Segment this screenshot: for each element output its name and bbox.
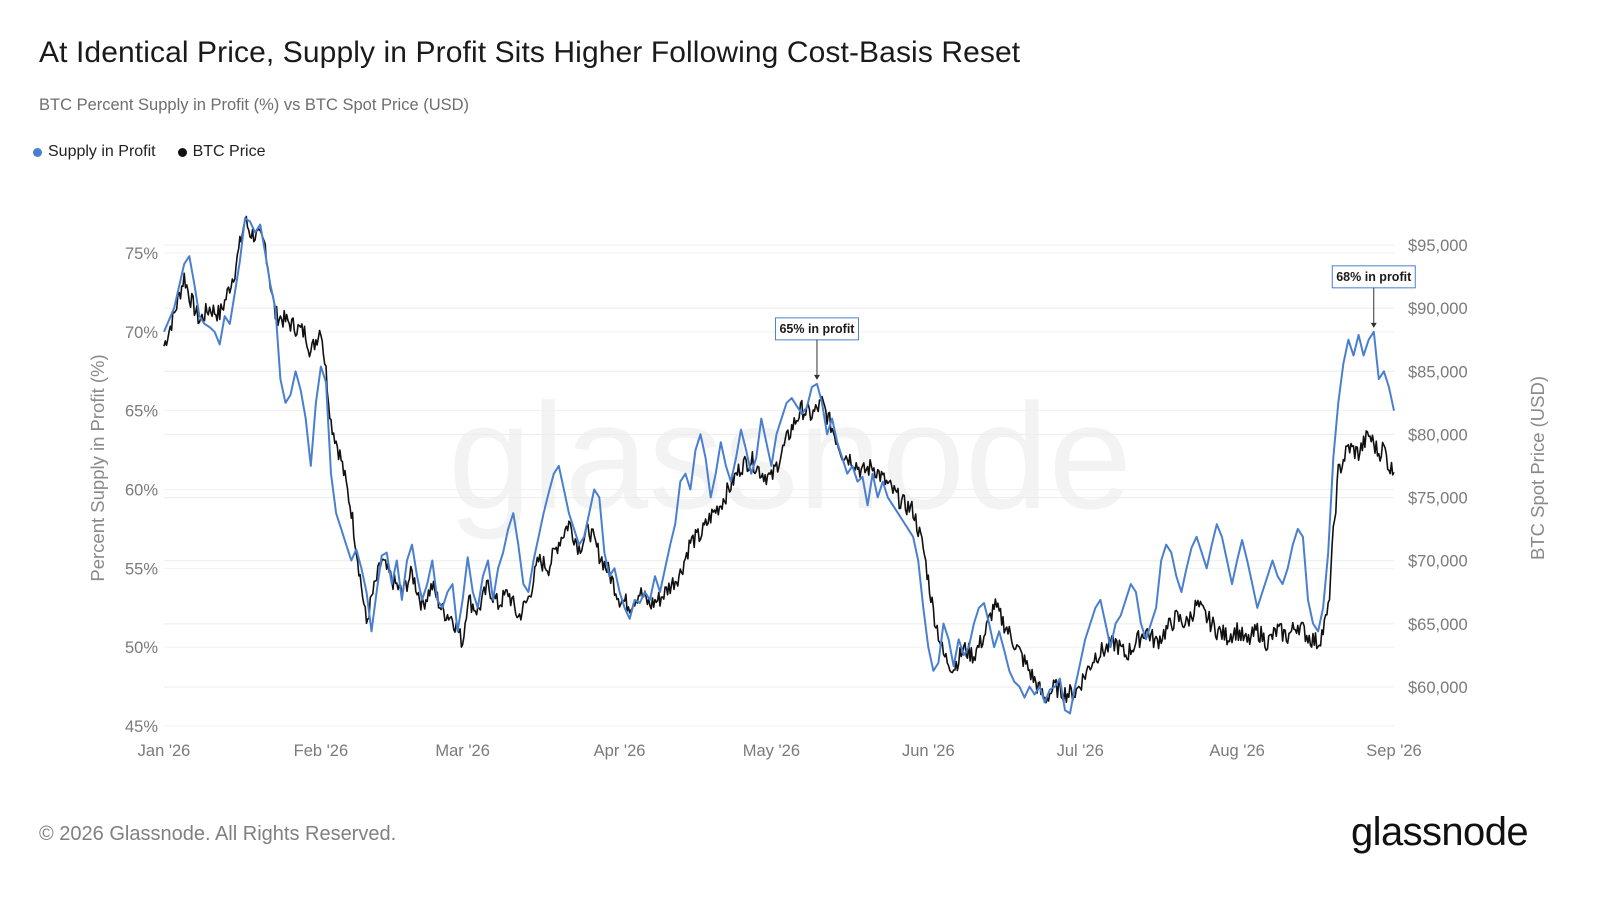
x-tick-label: Aug '26 — [1209, 742, 1264, 760]
x-tick-label: Mar '26 — [435, 742, 490, 760]
x-tick-label: May '26 — [743, 742, 800, 760]
legend-label-supply: Supply in Profit — [48, 143, 156, 160]
x-tick-label: Jun '26 — [902, 742, 955, 760]
chart-subtitle: BTC Percent Supply in Profit (%) vs BTC … — [39, 96, 470, 114]
right-tick-label: $95,000 — [1408, 237, 1468, 255]
right-axis-title: BTC Spot Price (USD) — [1527, 376, 1548, 560]
legend-item-price[interactable]: BTC Price — [177, 143, 266, 161]
grid-lines — [164, 244, 1394, 727]
right-tick-label: $65,000 — [1408, 616, 1468, 634]
x-tick-label: Sep '26 — [1366, 742, 1421, 760]
left-tick-label: 75% — [125, 245, 158, 263]
x-tick-label: Jul '26 — [1057, 742, 1104, 760]
right-tick-label: $70,000 — [1408, 553, 1468, 571]
right-tick-label: $75,000 — [1408, 490, 1468, 508]
left-tick-label: 65% — [125, 403, 158, 421]
legend-label-price: BTC Price — [192, 143, 266, 160]
left-tick-label: 50% — [125, 639, 158, 657]
watermark: glassnode — [448, 372, 1132, 540]
right-tick-label: $90,000 — [1408, 300, 1468, 318]
left-tick-label: 45% — [125, 718, 158, 736]
left-tick-label: 60% — [125, 482, 158, 500]
annotation-label: 68% in profit — [1336, 270, 1412, 284]
copyright-text: © 2026 Glassnode. All Rights Reserved. — [39, 823, 397, 845]
left-axis: 45% 50% 55% 60% 65% 70% 75% — [125, 245, 158, 736]
series-lines — [163, 215, 1395, 715]
annotation-callout: 65% in profit — [774, 317, 859, 380]
chart-legend: Supply in Profit BTC Price — [33, 143, 288, 161]
x-tick-label: Apr '26 — [594, 742, 646, 760]
x-tick-label: Jan '26 — [138, 742, 191, 760]
annotations: 65% in profit 68% in profit — [774, 265, 1416, 380]
left-tick-label: 70% — [125, 324, 158, 342]
annotation-arrowhead — [1370, 322, 1377, 328]
right-axis: $60,000 $65,000 $70,000 $75,000 $80,000 $85,0… — [1408, 237, 1468, 697]
glassnode-logo[interactable]: glassnode — [1351, 810, 1529, 854]
left-axis-title: Percent Supply in Profit (%) — [87, 354, 108, 581]
annotation-arrowhead — [813, 374, 820, 380]
chart-title: At Identical Price, Supply in Profit Sit… — [39, 36, 1021, 69]
left-tick-label: 55% — [125, 560, 158, 578]
annotation-callout: 68% in profit — [1331, 265, 1416, 328]
legend-item-supply[interactable]: Supply in Profit — [33, 143, 156, 161]
legend-dot-supply — [33, 147, 42, 157]
right-tick-label: $80,000 — [1408, 426, 1468, 444]
annotation-label: 65% in profit — [779, 322, 855, 336]
x-axis: Jan '26 Feb '26 Mar '26 Apr '26 May '26 Jun '… — [138, 742, 1422, 760]
x-tick-label: Feb '26 — [294, 742, 349, 760]
right-tick-label: $60,000 — [1408, 679, 1468, 697]
supply-in-profit-line[interactable] — [163, 217, 1395, 715]
legend-dot-price — [177, 147, 187, 157]
right-tick-label: $85,000 — [1408, 363, 1468, 381]
